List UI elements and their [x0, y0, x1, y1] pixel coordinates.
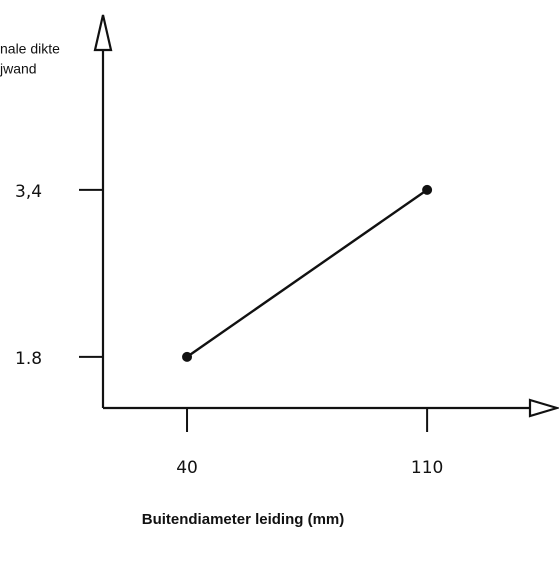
- y-axis-label: jwand: [0, 61, 37, 77]
- x-axis-label: Buitendiameter leiding (mm): [142, 511, 345, 528]
- y-arrow: [93, 14, 113, 52]
- x-tick-label: 110: [411, 458, 443, 478]
- y-axis-label: nale dikte: [0, 41, 60, 57]
- x-tick-label: 40: [176, 458, 198, 478]
- line: [186, 188, 428, 358]
- point: [422, 184, 433, 195]
- point: [182, 351, 193, 362]
- y-tick-label: 3,4: [15, 182, 42, 202]
- axis: [101, 50, 530, 410]
- x-arrow: [528, 398, 559, 418]
- y-tick-label: 1.8: [15, 349, 42, 369]
